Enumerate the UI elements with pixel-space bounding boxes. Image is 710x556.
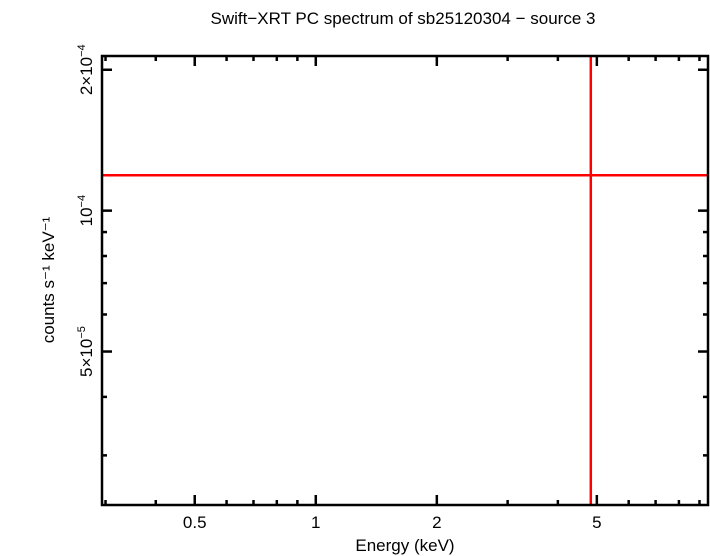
- svg-text:10−4: 10−4: [76, 195, 96, 226]
- svg-text:5×10−5: 5×10−5: [76, 326, 96, 377]
- y-tick-label: 5×10−5: [76, 326, 96, 377]
- x-tick-label: 5: [592, 513, 601, 532]
- x-tick-label: 2: [432, 513, 441, 532]
- y-axis-label: counts s⁻¹ keV⁻¹: [39, 216, 58, 343]
- y-tick-label: 10−4: [76, 195, 96, 226]
- y-axis-ticks: [102, 68, 708, 457]
- marker-lines: [102, 56, 708, 505]
- x-tick-label: 0.5: [183, 513, 207, 532]
- y-tick-label: 2×10−4: [76, 44, 96, 95]
- y-axis-tick-labels: 5×10−5 10−4 2×10−4: [76, 44, 96, 377]
- svg-text:2×10−4: 2×10−4: [76, 44, 96, 95]
- x-axis-tick-labels: 0.5 1 2 5: [183, 513, 602, 532]
- x-axis-label: Energy (keV): [355, 536, 454, 555]
- x-axis-ticks: [104, 56, 701, 505]
- x-tick-label: 1: [311, 513, 320, 532]
- plot-frame: [100, 54, 710, 507]
- chart-title: Swift−XRT PC spectrum of sb25120304 − so…: [211, 9, 596, 28]
